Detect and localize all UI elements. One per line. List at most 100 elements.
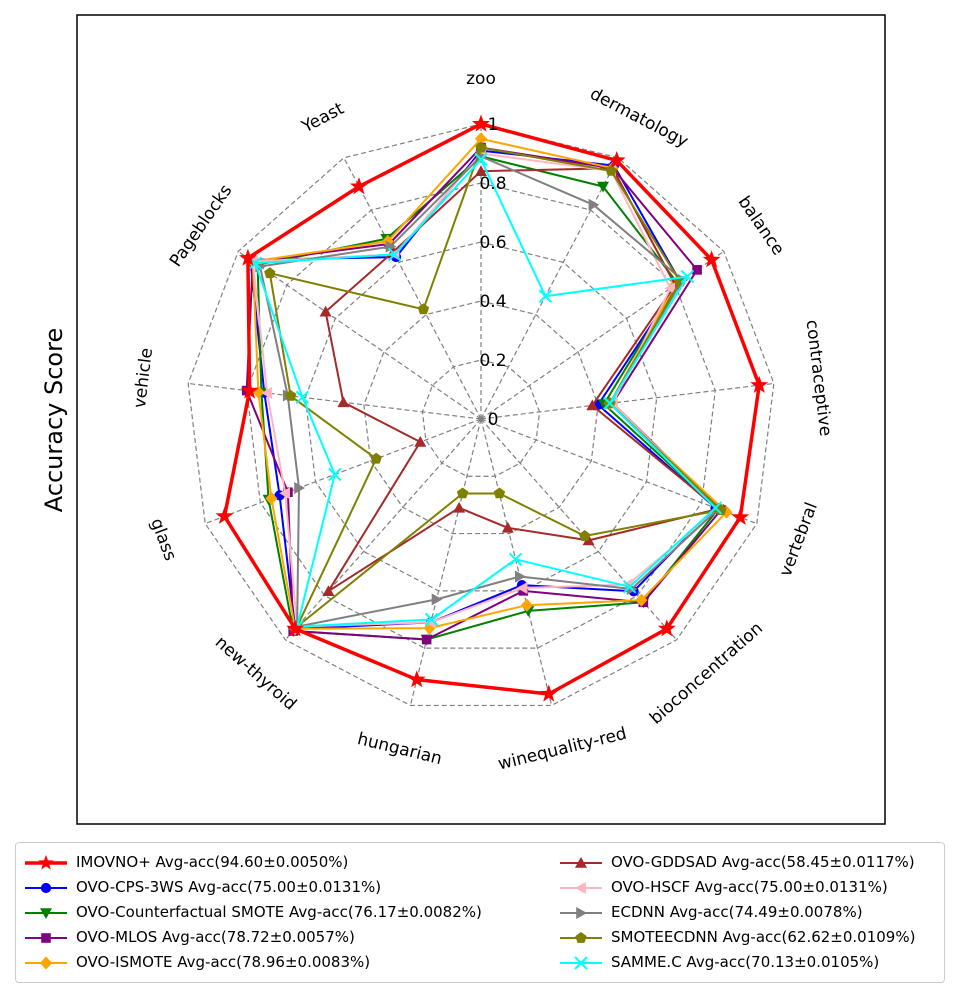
legend-marker-3 (41, 933, 51, 943)
legend-marker-2 (40, 908, 52, 919)
axis-label-5: bioconcentration (646, 618, 767, 728)
grid-spoke-7 (409, 418, 482, 706)
point-0-8 (286, 619, 305, 637)
legend-label: OVO-CPS-3WS Avg-acc(75.00±0.0131%) (76, 878, 382, 896)
point-0-5 (657, 619, 676, 637)
series-OVO-CPS-3WS (245, 145, 721, 634)
legend-swatch (560, 956, 602, 970)
point-9-2 (680, 269, 695, 284)
axis-label-0: zoo (466, 69, 496, 89)
point-0-3 (750, 375, 769, 393)
point-9-12 (387, 247, 402, 262)
grid-spoke-10 (188, 382, 482, 420)
grid-spoke-2 (480, 250, 725, 420)
point-0-9 (215, 506, 234, 524)
legend-swatch (25, 933, 67, 943)
legend-label: ECDNN Avg-acc(74.49±0.0078%) (611, 903, 863, 921)
legend-marker-7 (576, 907, 587, 919)
point-5-10 (337, 396, 350, 408)
series-line-9 (254, 158, 717, 628)
point-0-0 (472, 114, 490, 132)
point-8-5 (579, 530, 591, 541)
point-6-2 (664, 282, 676, 295)
point-8-12 (417, 303, 430, 315)
point-9-7 (424, 612, 439, 627)
point-5-7 (453, 501, 466, 513)
legend-swatch (560, 932, 602, 943)
legend-label: OVO-GDDSAD Avg-acc(58.45±0.0117%) (611, 853, 915, 871)
legend-marker-0 (38, 854, 54, 870)
point-0-12 (350, 177, 368, 195)
point-5-6 (501, 521, 514, 533)
legend-marker-1 (40, 882, 52, 894)
r-tick-label-4: 0.8 (479, 174, 506, 194)
axis-label-3: contraceptive (802, 319, 836, 438)
point-0-7 (407, 670, 426, 688)
point-0-2 (702, 250, 721, 268)
legend-label: OVO-Counterfactual SMOTE Avg-acc(76.17±0… (76, 903, 482, 921)
legend-marker-4 (40, 956, 52, 970)
point-7-1 (588, 198, 600, 211)
legend-swatch (560, 882, 602, 894)
axis-label-11: Pageblocks (166, 181, 237, 271)
legend-label: SAMME.C Avg-acc(70.13±0.0105%) (611, 953, 880, 971)
grid-spoke-11 (237, 250, 482, 420)
axis-label-8: new-thyroid (211, 632, 300, 714)
legend-label: SMOTEECDNN Avg-acc(62.62±0.0109%) (611, 928, 916, 946)
axis-label-10: vehicle (130, 347, 157, 410)
point-0-6 (539, 684, 558, 702)
point-8-6 (493, 487, 506, 499)
legend-marker-5 (575, 857, 587, 868)
point-3-7 (421, 634, 432, 645)
series-line-6 (251, 152, 720, 628)
legend-marker-9 (574, 956, 588, 970)
series-IMOVNO+ (215, 114, 769, 702)
point-8-4 (715, 504, 727, 515)
legend-swatch (25, 908, 67, 919)
r-tick-label-2: 0.4 (479, 292, 506, 312)
legend: IMOVNO+ Avg-acc(94.60±0.0050%) OVO-CPS-3W… (15, 842, 945, 983)
point-8-1 (605, 164, 617, 176)
point-8-0 (475, 141, 487, 153)
point-9-6 (508, 552, 523, 567)
series-group (215, 114, 769, 702)
legend-label: OVO-ISMOTE Avg-acc(78.96±0.0083%) (76, 953, 371, 971)
point-5-3 (586, 399, 599, 411)
grid-spoke-4 (480, 418, 758, 525)
series-line-3 (245, 146, 722, 641)
grid-spoke-8 (284, 418, 482, 641)
grid-spoke-5 (480, 418, 678, 641)
grid-spoke-1 (480, 157, 619, 420)
series-line-8 (268, 146, 722, 628)
point-6-9 (279, 487, 290, 500)
axis-label-7: hungarian (355, 729, 444, 769)
point-0-1 (607, 151, 626, 168)
point-5-5 (582, 534, 595, 546)
axis-label-6: winequality-red (496, 724, 629, 775)
legend-swatch (25, 882, 67, 894)
point-8-11 (264, 267, 276, 279)
axis-label-4: vertebral (776, 500, 822, 580)
point-8-10 (284, 389, 297, 401)
point-6-10 (261, 387, 272, 399)
point-9-10 (295, 390, 310, 405)
series-line-0 (222, 122, 761, 696)
point-9-3 (603, 396, 617, 411)
point-0-10 (240, 381, 259, 399)
series-line-1 (249, 149, 717, 630)
axis-label-1: dermatology (587, 84, 692, 152)
point-4-5 (635, 593, 648, 607)
point-7-7 (431, 593, 443, 606)
r-tick-label-3: 0.6 (479, 233, 506, 253)
y-axis-label: Accuracy Score (40, 328, 68, 512)
series-OVO-HSCF (246, 147, 723, 633)
series-SAMME.C (248, 152, 723, 634)
legend-swatch (560, 857, 602, 868)
point-4-0 (475, 132, 487, 146)
point-5-8 (322, 585, 335, 596)
point-8-7 (456, 487, 469, 499)
grid-spoke-9 (204, 418, 482, 525)
grid-ring-2 (363, 300, 599, 535)
series-ECDNN (255, 150, 725, 633)
point-5-11 (319, 305, 332, 317)
